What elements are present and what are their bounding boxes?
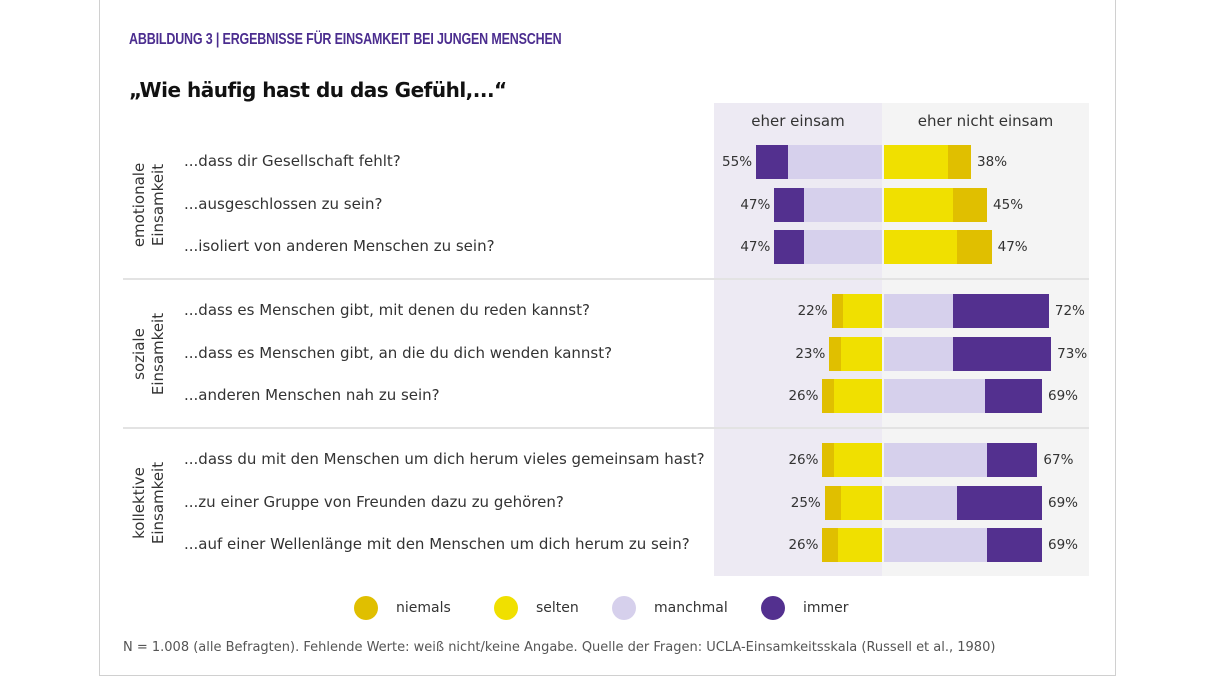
bar-segment-manchmal <box>804 187 882 222</box>
group-label: emotionale Einsamkeit <box>130 162 167 248</box>
group-label: kollektive Einsamkeit <box>130 461 167 545</box>
question-label: ...anderen Menschen nah zu sein? <box>184 386 440 404</box>
chart-title: „Wie häufig hast du das Gefühl,...“ <box>129 78 507 102</box>
left-total-label: 26% <box>788 452 819 468</box>
left-total-label: 55% <box>722 154 753 170</box>
bar-segment-manchmal <box>788 145 882 179</box>
bar-segment-niemals <box>952 187 988 222</box>
bar-segment-selten <box>833 379 882 413</box>
question-label: ...dass du mit den Menschen um dich heru… <box>184 450 705 468</box>
question-label: ...zu einer Gruppe von Freunden dazu zu … <box>184 492 564 511</box>
legend-label: selten <box>536 600 579 616</box>
question-label: ...ausgeschlossen zu sein? <box>184 194 383 213</box>
bar-segment-manchmal <box>884 379 985 413</box>
left-total-label: 25% <box>790 494 821 511</box>
left-total-label: 47% <box>740 239 771 255</box>
bar-segment-immer <box>756 145 789 179</box>
right-total-label: 45% <box>993 196 1024 213</box>
figure-frame <box>99 0 1116 676</box>
left-total-label: 23% <box>795 345 826 362</box>
bar-segment-selten <box>840 336 882 371</box>
right-total-label: 67% <box>1043 452 1074 468</box>
bar-segment-niemals <box>831 294 844 328</box>
left-total-label: 26% <box>788 388 819 404</box>
bar-segment-selten <box>884 145 949 179</box>
bar-segment-niemals <box>957 230 992 264</box>
left-total-label: 26% <box>788 537 819 553</box>
legend-swatch <box>761 596 785 620</box>
footnote: N = 1.008 (alle Befragten). Fehlende Wer… <box>123 640 996 655</box>
bar-segment-selten <box>838 528 882 562</box>
right-total-label: 73% <box>1057 345 1088 362</box>
legend-item-manchmal: manchmal <box>612 596 728 620</box>
legend-item-immer: immer <box>761 596 849 620</box>
legend-label: niemals <box>396 600 451 616</box>
bar-segment-niemals <box>948 145 971 179</box>
group-divider <box>123 278 1089 280</box>
left-total-label: 47% <box>740 196 771 213</box>
legend-swatch <box>612 596 636 620</box>
right-total-label: 69% <box>1048 388 1079 404</box>
group-divider <box>123 427 1089 429</box>
bar-segment-selten <box>884 187 953 222</box>
bar-segment-selten <box>833 443 882 477</box>
question-label: ...isoliert von anderen Menschen zu sein… <box>184 237 495 255</box>
legend-item-niemals: niemals <box>354 596 451 620</box>
bar-segment-manchmal <box>884 294 953 328</box>
right-total-label: 72% <box>1054 303 1085 319</box>
group-label: soziale Einsamkeit <box>130 312 167 396</box>
question-label: ...dass es Menschen gibt, an die du dich… <box>184 343 613 362</box>
question-label: ...dass dir Gesellschaft fehlt? <box>184 152 401 170</box>
bar-segment-niemals <box>822 443 834 477</box>
bar-segment-selten <box>840 485 882 520</box>
legend-item-selten: selten <box>494 596 579 620</box>
bar-segment-niemals <box>824 485 841 520</box>
bar-segment-manchmal <box>884 485 958 520</box>
bar-segment-niemals <box>822 379 834 413</box>
bar-segment-niemals <box>829 336 841 371</box>
right-total-label: 69% <box>1048 537 1079 553</box>
legend-swatch <box>494 596 518 620</box>
bar-segment-immer <box>987 528 1042 562</box>
legend-label: immer <box>803 600 849 616</box>
legend-label: manchmal <box>654 600 728 616</box>
bar-segment-manchmal <box>804 230 882 264</box>
column-header-lonely: eher einsam <box>751 112 845 130</box>
bar-segment-immer <box>774 230 805 264</box>
legend-swatch <box>354 596 378 620</box>
bar-segment-immer <box>952 294 1049 328</box>
right-total-label: 47% <box>997 239 1028 255</box>
bar-segment-niemals <box>822 528 839 562</box>
question-label: ...auf einer Wellenlänge mit den Mensche… <box>184 535 690 553</box>
question-label: ...dass es Menschen gibt, mit denen du r… <box>184 301 590 319</box>
bar-segment-immer <box>952 336 1052 371</box>
bar-segment-manchmal <box>884 443 988 477</box>
bar-segment-selten <box>843 294 882 328</box>
bar-segment-immer <box>774 187 805 222</box>
column-header-not-lonely: eher nicht einsam <box>917 112 1054 130</box>
bar-segment-manchmal <box>884 528 988 562</box>
bar-segment-immer <box>984 379 1042 413</box>
right-total-label: 69% <box>1048 494 1079 511</box>
bar-segment-immer <box>957 485 1042 520</box>
right-total-label: 38% <box>977 154 1008 170</box>
bar-segment-selten <box>884 230 958 264</box>
left-total-label: 22% <box>797 303 828 319</box>
bar-segment-manchmal <box>884 336 953 371</box>
figure-title: ABBILDUNG 3 | ERGEBNISSE FÜR EINSAMKEIT … <box>129 31 562 48</box>
bar-segment-immer <box>987 443 1038 477</box>
